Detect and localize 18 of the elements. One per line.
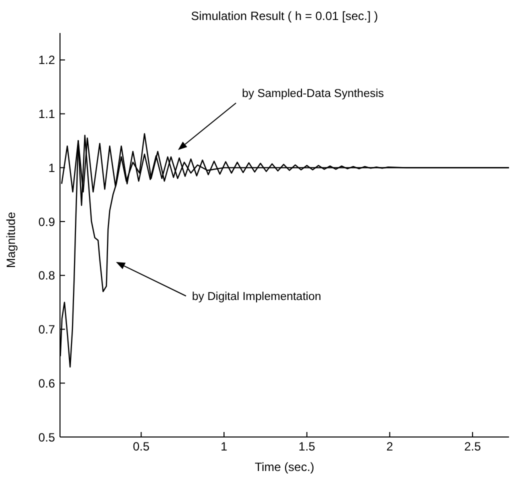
y-tick-label: 1.1 <box>38 107 56 122</box>
y-tick-label: 1 <box>48 160 56 175</box>
x-tick-label: 1.5 <box>298 440 316 454</box>
y-tick-label: 0.6 <box>38 376 56 390</box>
annotation: by Sampled-Data Synthesis <box>242 88 384 100</box>
y-tick-label: 0.9 <box>38 214 56 229</box>
x-tick-label: 2.5 <box>464 440 482 454</box>
x-axis-title: Time (sec.) <box>254 460 316 474</box>
x-tick-label: 0.5 <box>132 440 150 454</box>
annotation: by Digital Implementation <box>192 291 322 303</box>
y-axis-title: Magnitude <box>4 212 18 268</box>
y-tick-label: 0.7 <box>38 322 56 337</box>
y-tick-label: 1.2 <box>38 53 56 68</box>
y-tick-label: 0.5 <box>38 430 56 444</box>
x-tick-label: 2 <box>386 440 394 454</box>
chart-title: Simulation Result ( h = 0.01 [sec.] ) <box>190 9 380 23</box>
y-tick-label: 0.8 <box>38 268 56 283</box>
x-tick-label: 1 <box>220 440 228 454</box>
